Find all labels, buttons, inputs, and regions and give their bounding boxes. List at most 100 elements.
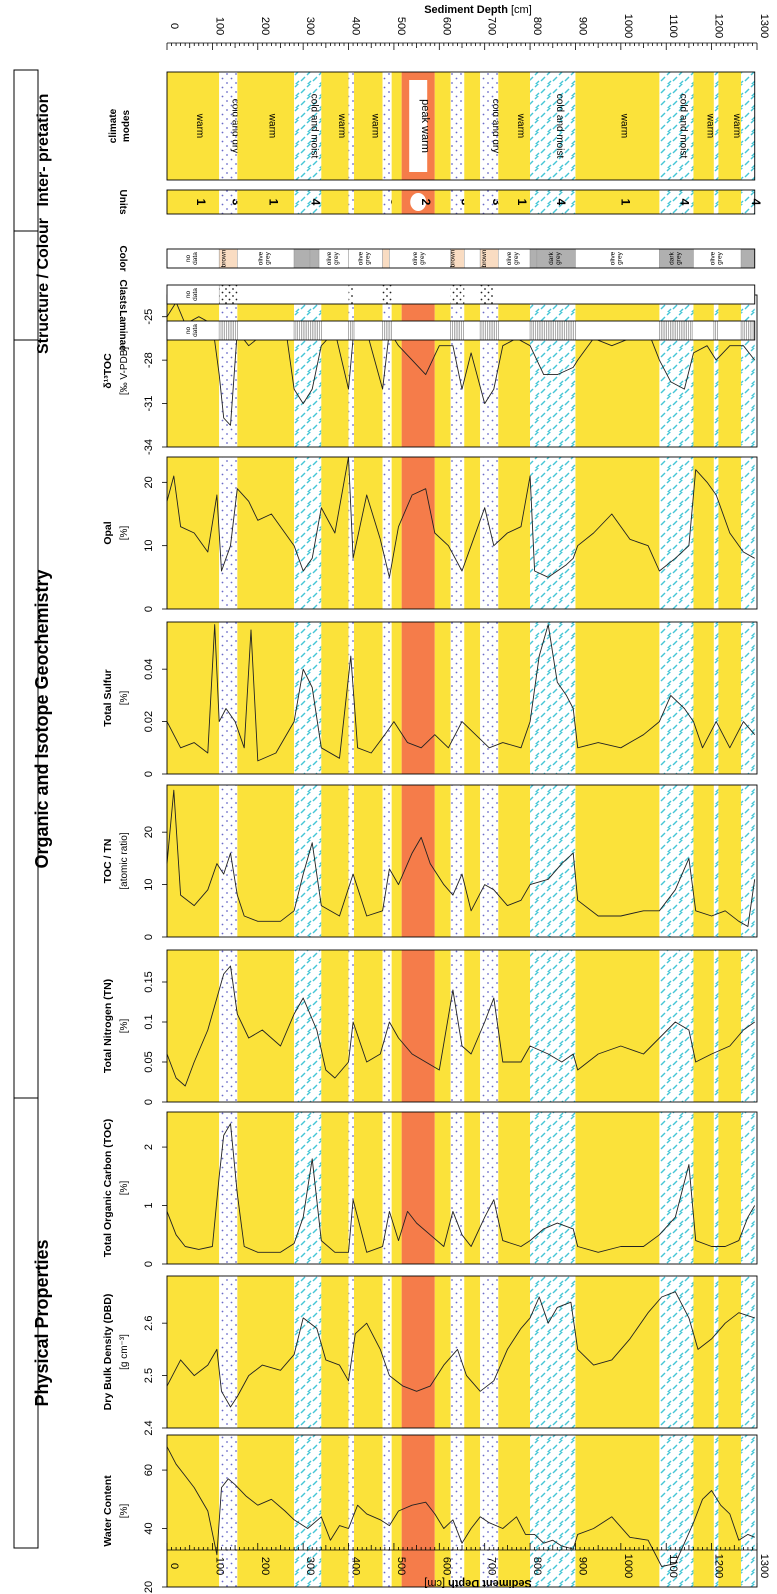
zone-band — [382, 457, 392, 609]
group-title-interpretation: Inter- pretation — [35, 94, 52, 207]
unit-number: 4 — [677, 199, 691, 206]
zone-band — [498, 622, 531, 774]
zone-band — [382, 1435, 392, 1587]
clast-band — [219, 285, 238, 304]
zone-band — [659, 785, 694, 937]
top-tick-label: 1100 — [667, 14, 679, 38]
zone-band — [167, 1435, 220, 1587]
bottom-axis-label: Sediment Depth [cm] — [424, 1577, 532, 1589]
value-axis: 0 1 2 — [143, 1144, 167, 1267]
zone-band — [498, 1435, 531, 1587]
zone-band — [237, 622, 295, 774]
unit-number: 4 — [749, 199, 763, 206]
zone-band — [434, 622, 451, 774]
panel-unit: [%] — [119, 691, 130, 706]
value-axis: 0 0.02 0.04 — [143, 658, 167, 777]
zone-band — [530, 457, 576, 609]
zone-band — [575, 1435, 660, 1587]
color-label: brown — [449, 249, 456, 267]
mode-badge — [409, 80, 428, 172]
value-tick-label: 2.6 — [143, 1316, 155, 1331]
unit-number: 4 — [554, 199, 568, 206]
value-tick-label: 60 — [143, 1464, 155, 1476]
zone-band — [321, 785, 349, 937]
zone-band — [659, 295, 694, 447]
zone-band — [741, 950, 755, 1102]
zone-band — [167, 950, 220, 1102]
zone-band — [382, 785, 392, 937]
color-label: data — [192, 252, 199, 265]
zone-band — [348, 1112, 354, 1264]
value-tick-label: 0 — [143, 1261, 155, 1267]
mode-band — [382, 72, 392, 180]
interpretation-columns: 131433233141444Unitswarmcold and drywarm… — [108, 71, 763, 215]
unit-number: 3 — [229, 199, 243, 206]
bottom-tick-label: 200 — [259, 1557, 271, 1575]
unit-band — [434, 190, 451, 214]
color-label: grey — [419, 251, 426, 264]
units-frame — [166, 189, 756, 215]
zone-band — [693, 1435, 714, 1587]
group-title-geochemistry: Organic and Isotope Geochemistry — [32, 569, 52, 868]
unit-band — [348, 190, 354, 214]
panel-title: Water Content — [102, 1475, 114, 1547]
zone-band — [237, 295, 295, 447]
top-tick-label: 800 — [531, 17, 543, 35]
mode-band — [575, 72, 660, 180]
zone-band — [237, 1276, 295, 1428]
zone-band — [575, 950, 660, 1102]
series-line — [166, 624, 756, 762]
group-title-physical: Physical Properties — [32, 1239, 52, 1406]
panel-title: Total Sulfur — [102, 669, 114, 727]
top-tick-label: 700 — [486, 17, 498, 35]
series-line — [166, 789, 756, 927]
zone-band — [530, 622, 576, 774]
value-tick-label: 0 — [143, 606, 155, 612]
zone-band — [498, 295, 531, 447]
mode-label: warm — [369, 113, 380, 138]
zone-band — [718, 950, 742, 1102]
zone-band — [167, 622, 220, 774]
zone-band — [464, 785, 481, 937]
zone-band — [530, 950, 576, 1102]
mode-band — [348, 72, 354, 180]
mode-band — [450, 72, 465, 180]
zone-band — [464, 1435, 481, 1587]
series-line — [166, 1291, 755, 1408]
value-axis: -34 -31 -28 -25 — [143, 309, 167, 455]
zone-band — [693, 785, 714, 937]
col-frame — [166, 248, 756, 269]
bottom-axis-ticks: 0 100 200 300 400 500 600 700 800 900 1000 1100 1200… — [166, 1543, 770, 1578]
zone-band — [382, 622, 392, 774]
zone-band — [167, 295, 220, 447]
zone-band — [713, 1112, 719, 1264]
bottom-tick-label: 900 — [576, 1557, 588, 1575]
color-band — [382, 248, 390, 269]
zone-band — [450, 1435, 465, 1587]
zone-band — [530, 295, 576, 447]
zone-band — [219, 622, 238, 774]
color-band — [309, 248, 320, 269]
value-tick-label: 10 — [143, 540, 155, 552]
top-tick-label: 900 — [576, 17, 588, 35]
zone-band — [382, 1276, 392, 1428]
color-label: olive — [326, 251, 333, 265]
zone-band — [401, 622, 435, 774]
zone-band — [693, 295, 714, 447]
panel-frame — [166, 456, 758, 610]
value-tick-label: 20 — [143, 826, 155, 838]
zone-band — [693, 457, 714, 609]
zone-band — [382, 1112, 392, 1264]
zone-band — [575, 622, 660, 774]
top-depth-axis: Sediment Depth [cm] 0 100 200 300 400 500 600 7… — [166, 4, 770, 50]
color-band — [464, 248, 481, 269]
top-tick-label: 500 — [395, 17, 407, 35]
mode-band — [659, 72, 694, 180]
top-tick-label: 400 — [350, 17, 362, 35]
value-tick-label: 0.02 — [143, 711, 155, 732]
mode-band — [167, 72, 220, 180]
zone-band — [575, 785, 660, 937]
color-label: grey — [616, 251, 623, 264]
units-title: Units — [117, 190, 128, 215]
panel-frame — [166, 1434, 758, 1588]
